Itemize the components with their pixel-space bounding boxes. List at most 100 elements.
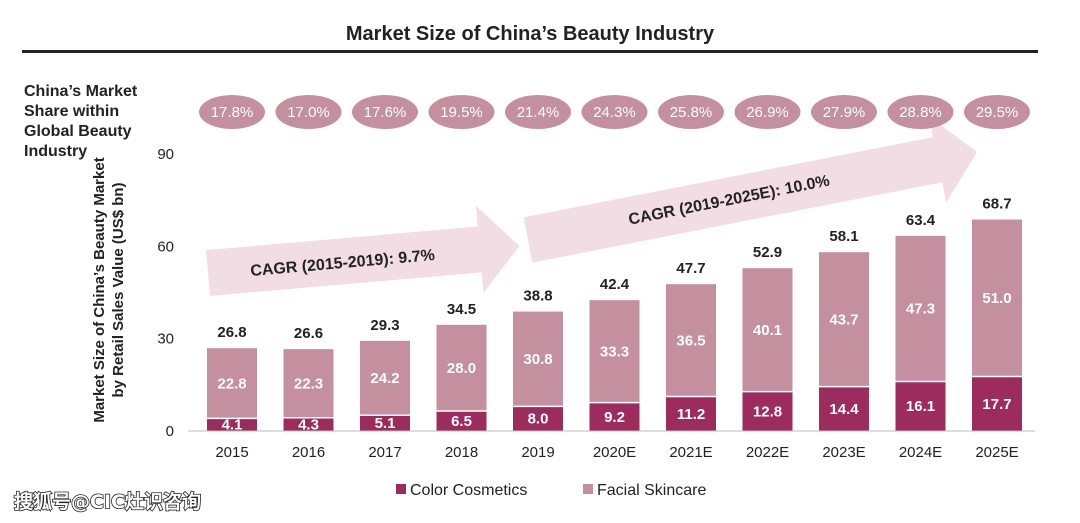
- bar-facial-skincare-2025e: [972, 219, 1022, 377]
- share-value-2017: 17.6%: [364, 104, 407, 121]
- x-tick-label-2023e: 2023E: [822, 444, 865, 461]
- share-pill-2016: [275, 95, 342, 129]
- share-value-2018: 19.5%: [440, 104, 483, 121]
- legend-swatch-color-cosmetics: [396, 484, 406, 494]
- share-pill-2015: [199, 95, 265, 129]
- share-pill-2019: [505, 95, 571, 129]
- label-color-cosmetics-2016: 4.3: [298, 416, 319, 433]
- bar-color-cosmetics-2022e: [742, 391, 793, 431]
- total-label-2017: 29.3: [370, 317, 399, 334]
- share-pill-2022e: [734, 95, 801, 129]
- share-value-2015: 17.8%: [211, 104, 254, 121]
- bar-facial-skincare-2024e: [895, 235, 946, 382]
- bar-color-cosmetics-2024e: [895, 381, 946, 431]
- bar-color-cosmetics-2020e: [589, 402, 640, 431]
- x-tick-label-2019: 2019: [521, 444, 554, 461]
- label-facial-skincare-2020e: 33.3: [600, 343, 629, 360]
- cagr-arrow-2019-2025e: [523, 116, 977, 263]
- label-facial-skincare-2018: 28.0: [447, 360, 476, 377]
- y-tick-label-30: 30: [157, 331, 174, 348]
- y-tick-label-0: 0: [166, 423, 174, 440]
- label-facial-skincare-2024e: 47.3: [906, 301, 935, 318]
- label-color-cosmetics-2020e: 9.2: [604, 409, 625, 426]
- global-share-pills: 17.8% 17.0% 17.6% 19.5% 21.4% 24.3% 25.8% 26.9%…: [199, 95, 1030, 129]
- share-value-2020e: 24.3%: [593, 104, 636, 121]
- x-tick-label-2024e: 2024E: [899, 444, 942, 461]
- bar-color-cosmetics-2018: [436, 410, 487, 431]
- total-label-2024e: 63.4: [906, 212, 936, 229]
- bar-facial-skincare-2021e: [666, 284, 716, 397]
- total-label-2016: 26.6: [294, 325, 323, 342]
- x-tick-label-2015: 2015: [215, 444, 248, 461]
- x-tick-label-2025e: 2025E: [975, 444, 1018, 461]
- bar-facial-skincare-2023e: [819, 252, 869, 387]
- bars: 4.1 22.8 26.8 4.3 22.3 26.6 5.1 24.2 29.3 6.5 28.0…: [207, 196, 1022, 434]
- bar-color-cosmetics-2025e: [972, 376, 1022, 431]
- label-facial-skincare-2023e: 43.7: [829, 311, 858, 328]
- label-facial-skincare-2017: 24.2: [370, 370, 399, 387]
- total-label-2025e: 68.7: [982, 196, 1011, 213]
- share-pill-2023e: [811, 95, 877, 129]
- label-facial-skincare-2016: 22.3: [294, 375, 323, 392]
- total-label-2015: 26.8: [217, 324, 246, 341]
- bar-color-cosmetics-2019: [513, 406, 563, 431]
- global-share-label-line-3: Global Beauty: [24, 123, 132, 140]
- y-axis-label-line-1: Market Size of China’s Beauty Market: [91, 157, 108, 422]
- share-value-2022e: 26.9%: [746, 104, 789, 121]
- label-color-cosmetics-2019: 8.0: [528, 411, 549, 428]
- global-share-label-line-4: Industry: [24, 143, 87, 160]
- share-pill-2024e: [887, 95, 954, 129]
- share-value-2025e: 29.5%: [976, 104, 1019, 121]
- label-facial-skincare-2021e: 36.5: [676, 332, 705, 349]
- label-color-cosmetics-2018: 6.5: [451, 413, 472, 430]
- y-axis: 0 30 60 90: [157, 146, 174, 440]
- share-pill-2025e: [964, 95, 1030, 129]
- global-share-label-line-2: Share within: [24, 103, 119, 120]
- total-label-2022e: 52.9: [753, 244, 782, 261]
- label-color-cosmetics-2025e: 17.7: [982, 396, 1011, 413]
- legend-label-color-cosmetics: Color Cosmetics: [410, 482, 527, 499]
- legend: Color Cosmetics Facial Skincare: [396, 482, 706, 499]
- share-value-2023e: 27.9%: [823, 104, 866, 121]
- bar-facial-skincare-2016: [283, 349, 334, 418]
- x-axis: 2015 2016 2017 2018 2019 2020E 2021E 2022E 2023E…: [188, 430, 1035, 461]
- share-pill-2017: [352, 95, 418, 129]
- bar-facial-skincare-2015: [207, 348, 257, 419]
- share-pill-2018: [428, 95, 495, 129]
- bar-facial-skincare-2018: [436, 324, 487, 411]
- bar-facial-skincare-2017: [360, 340, 410, 416]
- label-color-cosmetics-2024e: 16.1: [906, 398, 935, 415]
- total-label-2021e: 47.7: [676, 260, 705, 277]
- label-color-cosmetics-2022e: 12.8: [753, 403, 782, 420]
- total-label-2023e: 58.1: [829, 228, 858, 245]
- legend-swatch-facial-skincare: [583, 484, 593, 494]
- bar-facial-skincare-2019: [513, 311, 563, 407]
- global-share-label-line-1: China’s Market: [24, 83, 138, 100]
- share-pill-2020e: [581, 95, 648, 129]
- x-tick-label-2018: 2018: [445, 444, 478, 461]
- bar-color-cosmetics-2017: [360, 415, 410, 431]
- x-tick-label-2016: 2016: [292, 444, 325, 461]
- share-value-2024e: 28.8%: [899, 104, 942, 121]
- bar-color-cosmetics-2016: [283, 417, 334, 431]
- share-value-2021e: 25.8%: [670, 104, 713, 121]
- legend-label-facial-skincare: Facial Skincare: [597, 482, 706, 499]
- x-tick-label-2017: 2017: [368, 444, 401, 461]
- chart-title: Market Size of China’s Beauty Industry: [346, 23, 715, 45]
- share-value-2016: 17.0%: [287, 104, 330, 121]
- label-color-cosmetics-2021e: 11.2: [677, 406, 705, 423]
- label-color-cosmetics-2023e: 14.4: [829, 401, 859, 418]
- bar-facial-skincare-2022e: [742, 268, 793, 392]
- label-facial-skincare-2025e: 51.0: [982, 290, 1011, 307]
- x-tick-label-2022e: 2022E: [746, 444, 789, 461]
- label-facial-skincare-2019: 30.8: [523, 351, 552, 368]
- bar-color-cosmetics-2015: [207, 418, 257, 431]
- x-tick-label-2021e: 2021E: [669, 444, 712, 461]
- bar-color-cosmetics-2021e: [666, 396, 716, 431]
- share-value-2019: 21.4%: [517, 104, 560, 121]
- label-facial-skincare-2015: 22.8: [217, 375, 246, 392]
- x-tick-label-2020e: 2020E: [593, 444, 636, 461]
- y-tick-label-60: 60: [157, 238, 174, 255]
- total-label-2019: 38.8: [523, 288, 552, 305]
